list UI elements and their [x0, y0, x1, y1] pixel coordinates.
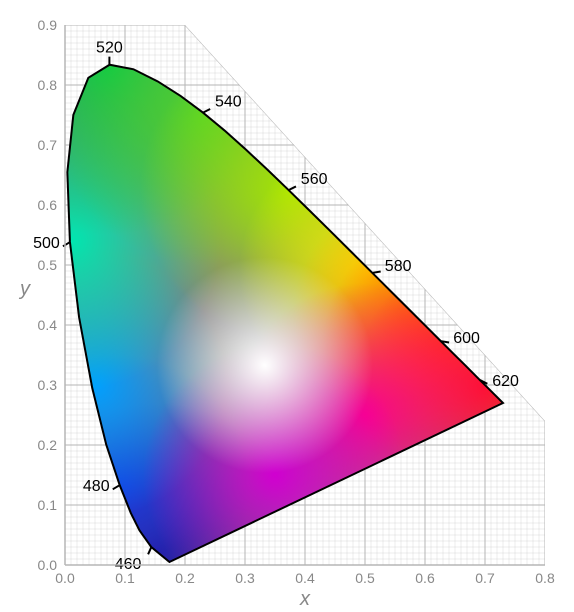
y-tick: 0.8 [38, 77, 58, 93]
x-tick: 0.3 [235, 570, 255, 586]
x-tick: 0.8 [535, 570, 555, 586]
y-tick: 0.6 [38, 197, 58, 213]
wavelength-500: 500 [33, 235, 60, 252]
wavelength-560: 560 [301, 171, 328, 188]
y-tick: 0.2 [38, 437, 58, 453]
x-tick: 0.6 [415, 570, 435, 586]
y-axis-label: y [18, 278, 31, 300]
y-tick: 0.0 [38, 557, 58, 573]
y-tick: 0.3 [38, 377, 58, 393]
x-axis-label: x [299, 588, 311, 610]
wavelength-600: 600 [453, 330, 480, 347]
y-tick: 0.7 [38, 137, 58, 153]
x-tick: 0.4 [295, 570, 315, 586]
wavelength-620: 620 [492, 373, 519, 390]
x-tick: 0.1 [115, 570, 135, 586]
y-tick: 0.5 [38, 257, 58, 273]
wavelength-520: 520 [96, 40, 123, 57]
wavelength-580: 580 [385, 258, 412, 275]
wavelength-540: 540 [215, 94, 242, 111]
wavelength-480: 480 [83, 478, 110, 495]
x-tick: 0.7 [475, 570, 495, 586]
y-tick: 0.4 [38, 317, 58, 333]
chart-svg: 4604805005205405605806006200.00.10.20.30… [0, 0, 574, 612]
x-tick: 0.2 [175, 570, 195, 586]
x-tick: 0.5 [355, 570, 375, 586]
y-tick: 0.9 [38, 17, 58, 33]
x-tick: 0.0 [55, 570, 75, 586]
chromaticity-diagram: 4604805005205405605806006200.00.10.20.30… [0, 0, 574, 612]
y-tick: 0.1 [38, 497, 58, 513]
